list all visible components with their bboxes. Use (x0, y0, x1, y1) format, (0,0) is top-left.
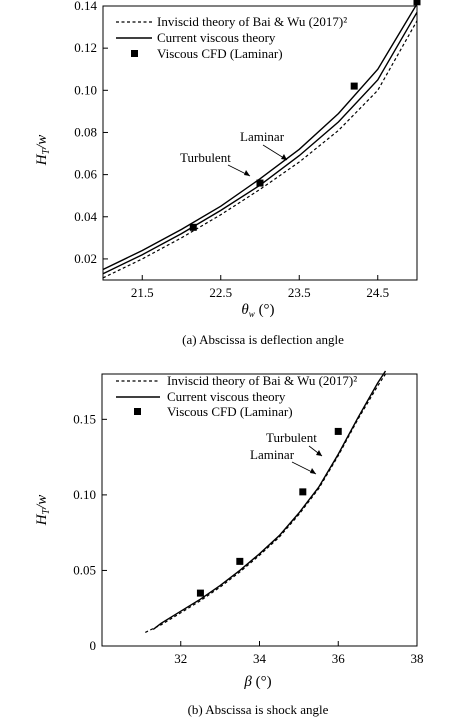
legend-b-entry-viscous: Current viscous theory (167, 389, 286, 404)
xlabel-b: β (°) (243, 674, 271, 690)
xtick-label-b-1: 34 (253, 651, 267, 666)
axis-ticks-a: 21.5 22.5 23.5 24.5 0.02 0.04 0.06 0.08 0.10 0.12… (74, 0, 389, 300)
cfd-point-b-3 (334, 427, 342, 435)
ytick-label-a-1: 0.04 (74, 209, 97, 224)
panel-a-deflection-angle: 21.5 22.5 23.5 24.5 0.02 0.04 0.06 0.08 0.10 0.12… (34, 0, 421, 347)
cfd-point-a-0 (189, 223, 197, 231)
ytick-label-b-3: 0.15 (73, 411, 96, 426)
ytick-label-b-1: 0.05 (73, 562, 96, 577)
annotation-a-turbulent-arrowhead (244, 170, 250, 176)
annotation-b-turbulent-arrowhead (316, 450, 322, 456)
annotation-a-turbulent: Turbulent (180, 150, 231, 165)
ytick-label-a-6: 0.14 (74, 0, 97, 13)
annotation-b-laminar: Laminar (250, 447, 295, 462)
series-b (145, 370, 387, 633)
caption-a: (a) Abscissa is deflection angle (182, 332, 344, 347)
axis-ticks-b: 32 34 36 38 0 0.05 0.10 0.15 (73, 411, 423, 666)
ytick-label-b-2: 0.10 (73, 487, 96, 502)
xtick-label-b-0: 32 (174, 651, 187, 666)
cfd-markers-a (189, 0, 421, 231)
series-line-b-1 (152, 370, 387, 630)
ytick-label-b-0: 0 (90, 638, 97, 653)
cfd-point-b-2 (299, 488, 307, 496)
cfd-point-a-3 (413, 0, 421, 6)
caption-b: (b) Abscissa is shock angle (188, 702, 329, 717)
xlabel-a: θw (°) (241, 302, 274, 319)
legend-a-entry-viscous: Current viscous theory (157, 30, 276, 45)
legend-b: Inviscid theory of Bai & Wu (2017)² Curr… (116, 373, 357, 419)
xtick-label-a-3: 24.5 (366, 285, 389, 300)
ytick-label-a-4: 0.10 (74, 82, 97, 97)
legend-a-square-marker (131, 50, 138, 57)
series-line-a-2 (102, 3, 418, 271)
series-line-b-0 (145, 373, 387, 633)
annotation-a-laminar: Laminar (240, 129, 285, 144)
legend-b-square-marker (134, 408, 141, 415)
legend-b-entry-cfd: Viscous CFD (Laminar) (167, 404, 293, 419)
cfd-markers-b (196, 427, 342, 597)
cfd-point-b-1 (236, 557, 244, 565)
series-line-a-0 (102, 20, 418, 279)
cfd-point-b-0 (196, 589, 204, 597)
ylabel-a: HT/w (34, 135, 52, 167)
xtick-label-a-0: 21.5 (131, 285, 154, 300)
annotation-b-laminar-arrowhead (310, 468, 316, 474)
cfd-point-a-1 (256, 179, 264, 187)
ytick-label-a-3: 0.08 (74, 124, 97, 139)
legend-a: Inviscid theory of Bai & Wu (2017)² Curr… (116, 14, 347, 61)
cfd-point-a-2 (350, 82, 358, 90)
xtick-label-b-2: 36 (332, 651, 346, 666)
ytick-label-a-2: 0.06 (74, 167, 97, 182)
annotation-b-turbulent: Turbulent (266, 430, 317, 445)
legend-a-entry-inviscid: Inviscid theory of Bai & Wu (2017)² (157, 14, 347, 29)
panel-b-shock-angle: 32 34 36 38 0 0.05 0.10 0.15 Inviscid theory of… (34, 370, 424, 717)
xtick-label-b-3: 38 (411, 651, 424, 666)
xtick-label-a-2: 23.5 (288, 285, 311, 300)
legend-a-entry-cfd: Viscous CFD (Laminar) (157, 46, 283, 61)
ytick-label-a-0: 0.02 (74, 251, 97, 266)
legend-b-entry-inviscid: Inviscid theory of Bai & Wu (2017)² (167, 373, 357, 388)
annotation-a-laminar-arrowhead (281, 154, 287, 160)
ylabel-b: HT/w (34, 495, 52, 527)
ytick-label-a-5: 0.12 (74, 40, 97, 55)
xtick-label-a-1: 22.5 (209, 285, 232, 300)
plot-frame-a (102, 5, 418, 281)
